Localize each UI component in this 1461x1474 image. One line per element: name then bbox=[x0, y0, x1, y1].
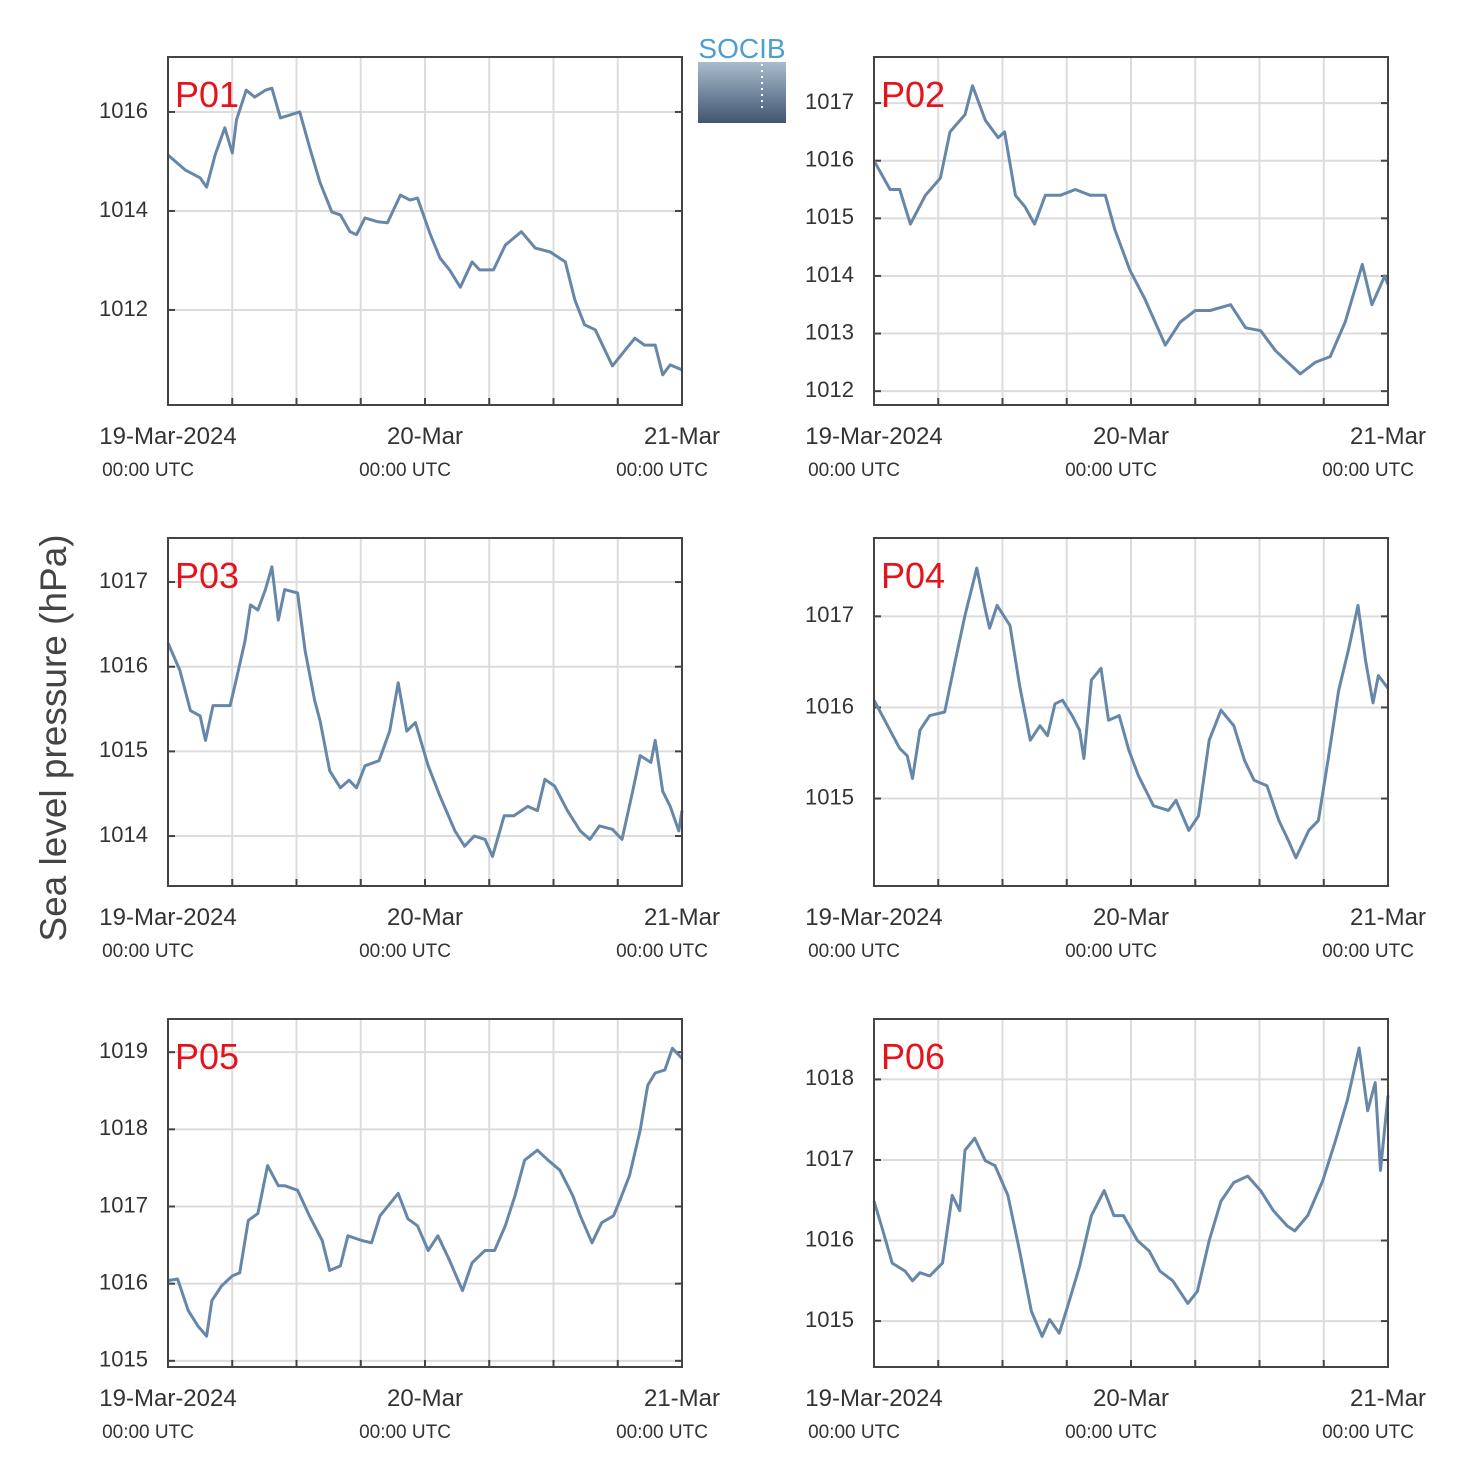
x-tick-sublabel: 00:00 UTC bbox=[1322, 941, 1414, 962]
panel: 1012 1013 1014 1015 1016 1017 19-Mar-2024 00:00… bbox=[805, 56, 1426, 481]
y-tick-label: 1016 bbox=[99, 653, 148, 678]
data-line bbox=[167, 1046, 684, 1338]
panel: 1015 1016 1017 1018 19-Mar-2024 00:00 UTC 20-M… bbox=[805, 1018, 1426, 1443]
x-tick-label: 20-Mar bbox=[1093, 904, 1169, 931]
panel-title: P05 bbox=[175, 1036, 239, 1077]
panel-title: P02 bbox=[881, 74, 945, 115]
plot-frame bbox=[873, 537, 1389, 887]
x-tick-sublabel: 00:00 UTC bbox=[1065, 1422, 1157, 1443]
y-tick-label: 1016 bbox=[805, 693, 854, 718]
x-tick-sublabel: 00:00 UTC bbox=[1322, 460, 1414, 481]
x-tick-label: 20-Mar bbox=[387, 1385, 463, 1412]
y-tick-label: 1018 bbox=[99, 1115, 148, 1140]
x-tick-label: 19-Mar-2024 bbox=[805, 904, 942, 931]
y-tick-label: 1013 bbox=[805, 319, 854, 344]
logo-box bbox=[698, 62, 786, 123]
data-line bbox=[166, 565, 684, 858]
plot-frame bbox=[167, 56, 683, 406]
x-tick-sublabel: 00:00 UTC bbox=[808, 460, 900, 481]
x-tick-label: 20-Mar bbox=[1093, 423, 1169, 450]
y-tick-label: 1017 bbox=[805, 89, 854, 114]
y-axis-label: Sea level pressure (hPa) bbox=[33, 534, 74, 941]
x-tick-sublabel: 00:00 UTC bbox=[808, 941, 900, 962]
x-tick-label: 19-Mar-2024 bbox=[99, 423, 236, 450]
x-tick-label: 19-Mar-2024 bbox=[805, 423, 942, 450]
logo: SOCIB bbox=[698, 33, 786, 123]
y-tick-label: 1018 bbox=[805, 1065, 854, 1090]
plot-frame bbox=[167, 537, 683, 887]
x-tick-label: 21-Mar bbox=[1350, 1385, 1426, 1412]
plot-frame bbox=[873, 1018, 1389, 1368]
y-tick-label: 1015 bbox=[805, 1307, 854, 1332]
x-tick-label: 20-Mar bbox=[1093, 1385, 1169, 1412]
y-tick-label: 1017 bbox=[99, 568, 148, 593]
data-line bbox=[872, 566, 1390, 860]
x-tick-label: 20-Mar bbox=[387, 904, 463, 931]
x-tick-label: 19-Mar-2024 bbox=[99, 904, 236, 931]
y-tick-label: 1015 bbox=[99, 737, 148, 762]
x-tick-label: 20-Mar bbox=[387, 423, 463, 450]
data-line bbox=[872, 84, 1390, 376]
y-tick-label: 1012 bbox=[99, 296, 148, 321]
panel-title: P03 bbox=[175, 555, 239, 596]
x-tick-label: 19-Mar-2024 bbox=[805, 1385, 942, 1412]
y-tick-label: 1016 bbox=[99, 1269, 148, 1294]
x-tick-label: 21-Mar bbox=[644, 423, 720, 450]
panel-title: P06 bbox=[881, 1036, 945, 1077]
x-tick-sublabel: 00:00 UTC bbox=[102, 460, 194, 481]
x-tick-sublabel: 00:00 UTC bbox=[1065, 460, 1157, 481]
x-tick-sublabel: 00:00 UTC bbox=[102, 941, 194, 962]
panel-title: P01 bbox=[175, 74, 239, 115]
x-tick-label: 21-Mar bbox=[644, 1385, 720, 1412]
x-tick-sublabel: 00:00 UTC bbox=[616, 460, 708, 481]
x-tick-sublabel: 00:00 UTC bbox=[102, 1422, 194, 1443]
y-tick-label: 1015 bbox=[805, 784, 854, 809]
x-tick-sublabel: 00:00 UTC bbox=[359, 941, 451, 962]
plot-frame bbox=[167, 1018, 683, 1368]
x-tick-label: 21-Mar bbox=[1350, 423, 1426, 450]
x-tick-sublabel: 00:00 UTC bbox=[1322, 1422, 1414, 1443]
y-tick-label: 1014 bbox=[99, 197, 148, 222]
x-tick-sublabel: 00:00 UTC bbox=[616, 941, 708, 962]
logo-text: SOCIB bbox=[698, 33, 785, 64]
data-line bbox=[167, 86, 683, 377]
x-tick-sublabel: 00:00 UTC bbox=[359, 460, 451, 481]
panel: 1015 1016 1017 1018 1019 19-Mar-2024 00:00 UTC… bbox=[99, 1018, 720, 1443]
y-tick-label: 1017 bbox=[805, 1146, 854, 1171]
x-tick-label: 19-Mar-2024 bbox=[99, 1385, 236, 1412]
y-tick-label: 1016 bbox=[99, 98, 148, 123]
plot-frame bbox=[873, 56, 1389, 406]
y-tick-label: 1019 bbox=[99, 1038, 148, 1063]
y-tick-label: 1015 bbox=[99, 1347, 148, 1372]
panel-title: P04 bbox=[881, 555, 945, 596]
y-tick-label: 1017 bbox=[805, 602, 854, 627]
x-tick-sublabel: 00:00 UTC bbox=[359, 1422, 451, 1443]
x-tick-sublabel: 00:00 UTC bbox=[1065, 941, 1157, 962]
y-tick-label: 1014 bbox=[805, 262, 854, 287]
y-tick-label: 1012 bbox=[805, 377, 854, 402]
y-tick-label: 1016 bbox=[805, 147, 854, 172]
x-tick-label: 21-Mar bbox=[1350, 904, 1426, 931]
panel: 1015 1016 1017 19-Mar-2024 00:00 UTC 20-Mar 00… bbox=[805, 537, 1426, 962]
panel: 1014 1015 1016 1017 19-Mar-2024 00:00 UTC 20-M… bbox=[99, 537, 720, 962]
panel: 1012 1014 1016 19-Mar-2024 00:00 UTC 20-Mar 00… bbox=[99, 56, 720, 481]
x-tick-sublabel: 00:00 UTC bbox=[616, 1422, 708, 1443]
y-tick-label: 1016 bbox=[805, 1226, 854, 1251]
x-tick-label: 21-Mar bbox=[644, 904, 720, 931]
y-tick-label: 1014 bbox=[99, 822, 148, 847]
data-line bbox=[872, 1046, 1390, 1338]
y-tick-label: 1017 bbox=[99, 1192, 148, 1217]
y-tick-label: 1015 bbox=[805, 204, 854, 229]
x-tick-sublabel: 00:00 UTC bbox=[808, 1422, 900, 1443]
